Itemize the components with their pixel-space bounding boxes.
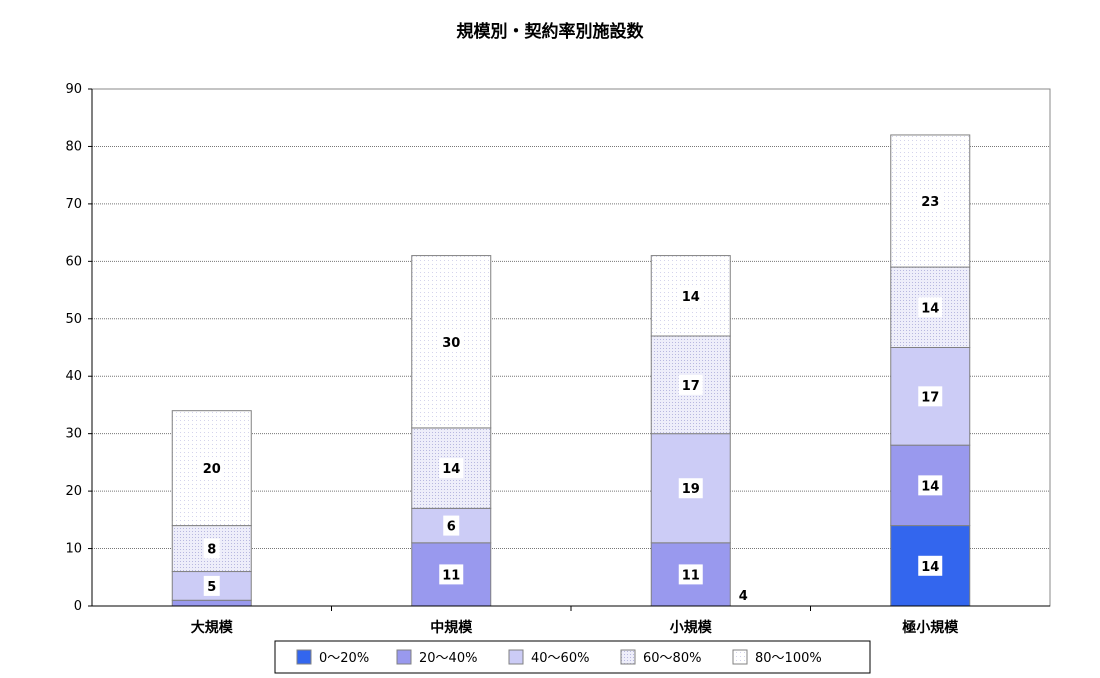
x-category-label: 大規模 <box>191 619 234 636</box>
legend-box <box>274 640 871 674</box>
data-label: 8 <box>207 543 216 558</box>
data-label: 4 <box>739 589 748 604</box>
data-label-bg <box>918 191 943 212</box>
data-label: 14 <box>682 290 700 305</box>
data-label: 20 <box>203 462 221 477</box>
data-label: 11 <box>442 568 460 583</box>
data-label-bg <box>678 478 703 499</box>
y-tick-label: 30 <box>65 427 82 442</box>
data-label-bg <box>918 297 943 318</box>
data-label: 19 <box>682 482 700 497</box>
data-label: 30 <box>442 336 460 351</box>
x-category-label: 小規模 <box>670 619 713 636</box>
chart-title: 規模別・契約率別施設数 <box>457 21 645 42</box>
y-tick-label: 70 <box>65 197 82 212</box>
y-tick-label: 90 <box>65 82 82 97</box>
y-tick-label: 20 <box>65 484 82 499</box>
legend-swatch <box>508 649 524 665</box>
data-label-bg <box>199 458 224 479</box>
data-label-bg <box>918 555 943 576</box>
y-tick-label: 50 <box>65 312 82 327</box>
x-axis: 大規模 中規模 小規模 極小規模 <box>92 605 1050 636</box>
data-labels: 5 8 20 11 6 14 30 11 19 17 14 14 14 17 14 23 4 <box>199 191 943 605</box>
legend-label: 40〜60% <box>531 651 589 666</box>
legend-swatch <box>732 649 748 665</box>
legend-label: 80〜100% <box>755 651 822 666</box>
data-label-bg <box>443 515 460 536</box>
y-tick-label: 40 <box>65 369 82 384</box>
legend-label: 0〜20% <box>319 651 369 666</box>
data-label: 11 <box>682 568 700 583</box>
x-category-label: 中規模 <box>430 619 473 636</box>
y-axis: 0 10 20 30 40 50 60 70 80 90 <box>65 82 93 614</box>
data-label-bg <box>678 285 703 306</box>
y-tick-label: 60 <box>65 254 82 269</box>
data-label: 17 <box>921 390 939 405</box>
y-tick-label: 0 <box>74 599 82 614</box>
bar-segment <box>171 599 252 607</box>
legend-swatch <box>620 649 636 665</box>
data-label-bg <box>439 331 464 352</box>
data-label: 23 <box>921 195 939 210</box>
data-label-bg <box>735 585 752 605</box>
data-label-bg <box>918 475 943 496</box>
data-label-bg <box>439 458 464 479</box>
data-label: 17 <box>682 379 700 394</box>
data-label-bg <box>439 564 464 585</box>
legend-label: 60〜80% <box>643 651 701 666</box>
data-label-bg <box>203 538 220 559</box>
bar-segment <box>171 410 252 527</box>
data-label: 14 <box>921 560 939 575</box>
bars <box>171 134 971 607</box>
legend-label: 20〜40% <box>419 651 477 666</box>
data-label: 14 <box>921 301 939 316</box>
data-label: 14 <box>442 462 460 477</box>
data-label-bg <box>203 575 220 596</box>
data-label-bg <box>678 564 703 585</box>
x-category-label: 極小規模 <box>902 619 959 636</box>
legend-swatch <box>396 649 412 665</box>
data-label: 14 <box>921 479 939 494</box>
legend-swatch <box>296 649 312 665</box>
y-tick-label: 80 <box>65 139 82 154</box>
legend: 0〜20% 20〜40% 40〜60% 60〜80% 80〜100% <box>274 640 871 674</box>
y-tick-label: 10 <box>65 542 82 557</box>
data-label-bg <box>918 386 943 407</box>
data-label-bg <box>678 374 703 395</box>
data-label: 5 <box>207 580 216 595</box>
data-label: 6 <box>447 520 456 535</box>
